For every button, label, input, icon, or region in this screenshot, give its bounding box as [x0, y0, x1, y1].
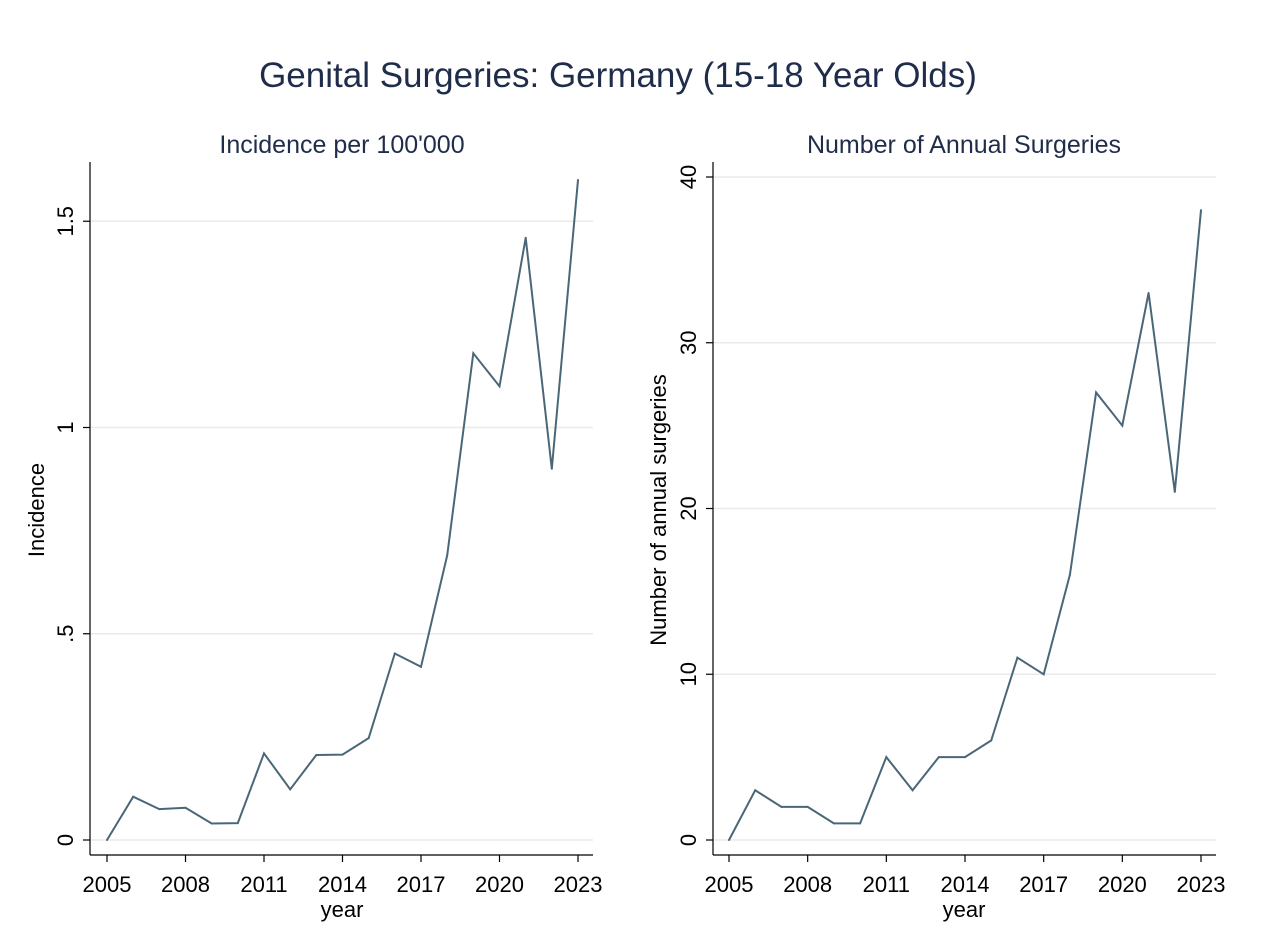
incidence-point-2015: [367, 737, 370, 740]
surgeries-point-2010: [859, 822, 862, 825]
incidence-point-2010: [236, 822, 239, 825]
surgeries-point-2007: [780, 805, 783, 808]
surgeries-x-tick-label-4: 2017: [1019, 872, 1068, 897]
incidence-point-2008: [184, 806, 187, 809]
incidence-point-2007: [158, 808, 161, 811]
surgeries-point-2021: [1147, 292, 1150, 295]
surgeries-panel-title: Number of Annual Surgeries: [807, 131, 1121, 159]
incidence-point-2017: [420, 665, 422, 668]
incidence-point-2018: [446, 554, 449, 557]
incidence-point-2020: [498, 385, 501, 388]
surgeries-point-2009: [832, 822, 835, 825]
incidence-panel-title: Incidence per 100'000: [219, 131, 464, 159]
incidence-point-2012: [289, 788, 292, 791]
incidence-x-tick-label-1: 2008: [161, 872, 210, 897]
incidence-y-tick-label-0: 0: [53, 834, 78, 846]
surgeries-y-tick-label-2: 20: [676, 496, 701, 520]
surgeries-x-tick-label-2: 2011: [863, 872, 910, 897]
incidence-point-2021: [524, 236, 527, 239]
surgeries-point-2015: [990, 739, 993, 742]
incidence-point-2011: [263, 752, 265, 755]
incidence-point-2009: [210, 822, 213, 825]
surgeries-y-axis-label: Number of annual surgeries: [646, 374, 671, 645]
surgeries-point-2014: [964, 756, 966, 759]
surgeries-point-2022: [1173, 490, 1176, 493]
surgeries-y-tick-label-4: 40: [676, 165, 701, 189]
incidence-point-2023: [577, 179, 579, 181]
surgeries-y-tick-label-3: 30: [676, 331, 701, 355]
surgeries-point-2006: [754, 789, 757, 792]
incidence-point-2005: [106, 839, 108, 841]
incidence-x-tick-label-5: 2020: [475, 872, 524, 897]
incidence-y-tick-label-3: 1.5: [53, 206, 78, 237]
surgeries-point-2017: [1042, 673, 1045, 676]
surgeries-x-tick-label-0: 2005: [705, 872, 754, 897]
surgeries-x-tick-label-5: 2020: [1098, 872, 1147, 897]
incidence-panel: Incidence per 100'000 0 .5 1 1.5 2005 2008 201…: [24, 131, 602, 922]
incidence-x-tick-label-0: 2005: [83, 872, 132, 897]
surgeries-x-tick-label-1: 2008: [783, 872, 832, 897]
incidence-x-tick-label-4: 2017: [397, 872, 446, 897]
incidence-point-2019: [472, 352, 475, 355]
incidence-point-2016: [393, 652, 396, 655]
surgeries-panel: Number of Annual Surgeries 0 10 20 30 40 2005…: [646, 131, 1225, 922]
incidence-x-tick-label-3: 2014: [318, 872, 367, 897]
surgeries-point-2012: [911, 789, 914, 792]
surgeries-point-2008: [806, 805, 809, 808]
figure-title: Genital Surgeries: Germany (15-18 Year O…: [259, 56, 977, 95]
surgeries-point-2023: [1200, 209, 1202, 212]
incidence-x-axis-label: year: [321, 897, 364, 922]
surgeries-y-tick-label-1: 10: [676, 662, 701, 686]
incidence-x-tick-label-6: 2023: [554, 872, 603, 897]
incidence-series-line: [106, 179, 579, 841]
incidence-y-tick-label-2: 1: [53, 421, 78, 433]
surgeries-y-tick-label-0: 0: [676, 834, 701, 846]
incidence-point-2022: [550, 467, 553, 470]
surgeries-x-tick-label-3: 2014: [941, 872, 990, 897]
incidence-point-2006: [132, 795, 135, 798]
incidence-y-tick-label-1: .5: [53, 625, 78, 643]
incidence-point-2013: [315, 754, 318, 757]
incidence-y-axis-label: Incidence: [24, 463, 49, 557]
surgeries-series-line: [728, 210, 1202, 841]
surgeries-x-axis-label: year: [943, 897, 986, 922]
surgeries-point-2011: [885, 756, 888, 759]
surgeries-point-2005: [728, 839, 730, 841]
surgeries-point-2013: [937, 756, 940, 759]
surgeries-x-tick-label-6: 2023: [1177, 872, 1226, 897]
surgeries-point-2019: [1095, 391, 1098, 394]
incidence-point-2014: [341, 753, 344, 756]
surgeries-point-2020: [1121, 424, 1124, 427]
incidence-x-tick-label-2: 2011: [240, 872, 287, 897]
surgeries-point-2016: [1016, 656, 1019, 659]
surgeries-point-2018: [1068, 573, 1071, 576]
